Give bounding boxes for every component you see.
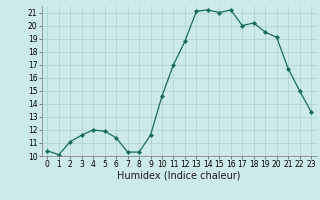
X-axis label: Humidex (Indice chaleur): Humidex (Indice chaleur) bbox=[117, 171, 241, 181]
